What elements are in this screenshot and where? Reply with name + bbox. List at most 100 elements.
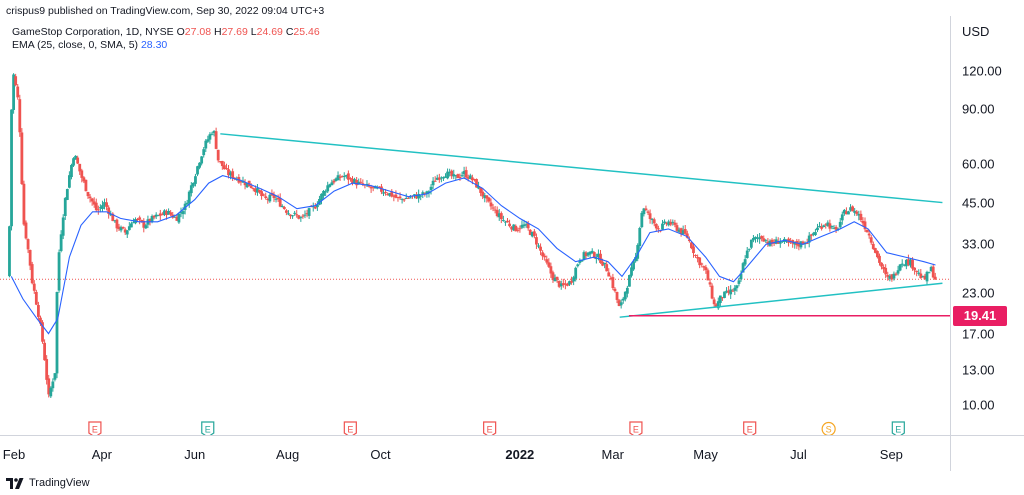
candle-down xyxy=(36,305,40,317)
event-badge-letter: E xyxy=(347,425,353,435)
candle-down xyxy=(557,280,561,287)
candle-down xyxy=(386,194,390,196)
candle-up xyxy=(588,251,592,255)
candle-down xyxy=(340,176,344,178)
candle-down xyxy=(541,252,545,257)
candles xyxy=(8,73,937,399)
candle-up xyxy=(621,298,625,301)
earnings-event-badge[interactable]: E xyxy=(343,421,357,438)
candle-down xyxy=(687,239,691,241)
candle-up xyxy=(909,259,912,266)
candle-up xyxy=(793,241,797,245)
candle-up xyxy=(177,213,181,223)
candle-up xyxy=(119,227,123,231)
earnings-event-badge[interactable]: E xyxy=(201,421,215,438)
candle-down xyxy=(543,255,547,258)
candle-down xyxy=(264,196,268,199)
candle-down xyxy=(495,210,499,217)
price-axis[interactable] xyxy=(950,16,1024,435)
candle-up xyxy=(435,177,439,180)
candle-up xyxy=(74,155,77,160)
candle-up xyxy=(274,198,278,200)
candle-up xyxy=(814,232,817,236)
candle-up xyxy=(185,202,189,205)
candle-down xyxy=(45,359,49,380)
candle-up xyxy=(749,239,753,248)
candle-up xyxy=(807,235,811,243)
candle-down xyxy=(406,197,410,199)
candle-up xyxy=(716,301,720,309)
candle-down xyxy=(873,248,877,253)
candle-up xyxy=(156,215,160,217)
tradingview-brand[interactable]: TradingView xyxy=(29,477,90,489)
candle-down xyxy=(78,163,82,172)
candle-up xyxy=(452,174,456,177)
time-axis[interactable] xyxy=(0,435,950,471)
candle-down xyxy=(828,223,832,229)
split-event-badge[interactable]: S xyxy=(821,421,836,437)
candle-down xyxy=(549,266,553,274)
candle-down xyxy=(539,246,542,251)
candle-up xyxy=(632,261,635,270)
candle-up xyxy=(200,156,204,164)
candle-down xyxy=(609,277,613,279)
earnings-event-badge[interactable]: E xyxy=(483,421,497,438)
candle-up xyxy=(892,273,896,279)
candle-down xyxy=(464,170,468,178)
candle-down xyxy=(820,226,824,229)
candle-down xyxy=(489,202,493,207)
candle-down xyxy=(851,206,855,212)
candle-up xyxy=(524,224,528,226)
candle-down xyxy=(475,178,478,188)
candle-up xyxy=(55,292,59,374)
candle-down xyxy=(561,283,565,286)
candle-up xyxy=(132,222,135,224)
candle-down xyxy=(28,249,32,266)
candle-up xyxy=(425,191,429,195)
candle-down xyxy=(824,224,828,226)
candle-down xyxy=(613,288,617,292)
candle-up xyxy=(574,267,578,279)
candle-down xyxy=(696,256,700,259)
candle-down xyxy=(80,170,84,178)
candle-down xyxy=(394,194,398,198)
candle-up xyxy=(764,240,768,242)
candle-down xyxy=(160,214,164,216)
candle-down xyxy=(43,342,46,361)
time-label-month: Jul xyxy=(790,447,807,462)
candle-down xyxy=(433,180,437,182)
candle-down xyxy=(518,228,522,230)
candle-up xyxy=(650,218,654,220)
candle-down xyxy=(258,190,261,193)
candle-up xyxy=(448,172,452,174)
trendline-lower xyxy=(619,282,943,318)
earnings-event-badge[interactable]: E xyxy=(891,421,905,438)
symbol-row[interactable]: GameStop Corporation, 1D, NYSE O27.08 H2… xyxy=(12,26,320,39)
tradingview-logo-icon[interactable] xyxy=(6,477,24,489)
candle-down xyxy=(547,262,551,267)
candle-down xyxy=(84,179,88,192)
candle-down xyxy=(158,213,162,216)
earnings-event-badge[interactable]: E xyxy=(88,421,102,438)
candle-up xyxy=(210,133,214,135)
candle-down xyxy=(332,180,336,183)
candle-down xyxy=(20,132,24,185)
trendline-upper xyxy=(220,133,943,204)
earnings-event-badge[interactable]: E xyxy=(743,421,757,438)
candle-down xyxy=(351,178,354,184)
candle-down xyxy=(262,194,266,196)
candle-down xyxy=(251,188,255,190)
candle-up xyxy=(811,233,815,235)
candle-down xyxy=(88,196,92,199)
candle-up xyxy=(127,226,131,231)
earnings-event-badge[interactable]: E xyxy=(629,421,643,438)
ema-value: 28.30 xyxy=(140,39,168,51)
footer: TradingView xyxy=(0,471,1024,495)
candle-down xyxy=(685,233,689,238)
ema-row[interactable]: EMA (25, close, 0, SMA, 5) 28.30 xyxy=(12,39,320,52)
candle-up xyxy=(900,263,904,265)
price-tick: 90.00 xyxy=(962,101,995,117)
candle-up xyxy=(63,198,67,216)
